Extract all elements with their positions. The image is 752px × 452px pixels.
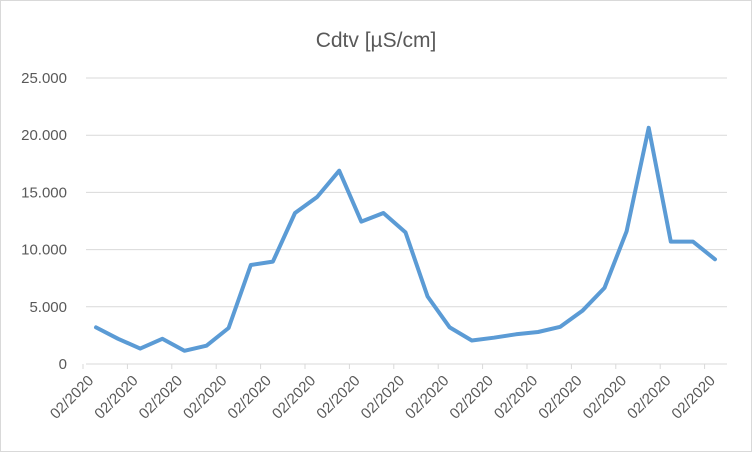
x-tick-label: 02/2020 <box>358 372 408 422</box>
y-axis-labels: 0 5.000 10.000 15.000 20.000 25.000 <box>21 70 67 373</box>
y-tick-label: 15.000 <box>21 184 67 201</box>
x-tick-label: 02/2020 <box>491 372 541 422</box>
y-tick-label: 5.000 <box>29 299 67 316</box>
y-tick-label: 25.000 <box>21 70 67 87</box>
y-tick-label: 10.000 <box>21 242 67 259</box>
x-tick-label: 02/2020 <box>91 372 141 422</box>
y-tick-label: 20.000 <box>21 127 67 144</box>
x-tick-label: 02/2020 <box>180 372 230 422</box>
x-tick-label: 02/2020 <box>313 372 363 422</box>
x-tick-label: 02/2020 <box>446 372 496 422</box>
gridlines <box>86 77 727 308</box>
series-line <box>94 125 717 353</box>
x-tick-label: 02/2020 <box>580 372 630 422</box>
x-tick-label: 02/2020 <box>47 372 97 422</box>
x-tick-label: 02/2020 <box>535 372 585 422</box>
chart-title: Cdtv [µS/cm] <box>316 29 437 52</box>
x-tick-label: 02/2020 <box>624 372 674 422</box>
series-layer <box>94 125 717 353</box>
x-tick-label: 02/2020 <box>402 372 452 422</box>
x-tick-label: 02/2020 <box>668 372 718 422</box>
x-axis-labels: 02/202002/202002/202002/202002/202002/20… <box>47 372 719 422</box>
x-tick-label: 02/2020 <box>269 372 319 422</box>
y-tick-label: 0 <box>59 356 67 373</box>
x-axis-ticks <box>82 364 706 369</box>
x-tick-label: 02/2020 <box>136 372 186 422</box>
x-tick-label: 02/2020 <box>224 372 274 422</box>
